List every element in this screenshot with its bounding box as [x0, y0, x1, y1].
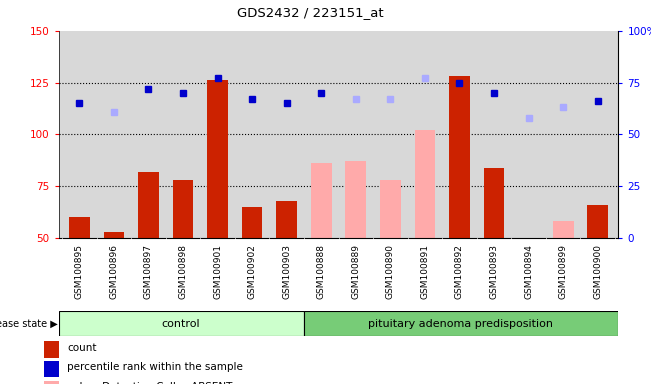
Text: GSM100889: GSM100889	[352, 244, 360, 299]
Bar	[242, 207, 262, 238]
Text: GSM100899: GSM100899	[559, 244, 568, 299]
Text: control: control	[161, 318, 201, 329]
Bar	[311, 164, 331, 238]
Bar	[69, 217, 90, 238]
Text: percentile rank within the sample: percentile rank within the sample	[67, 362, 243, 372]
Bar	[44, 381, 59, 384]
Text: GSM100897: GSM100897	[144, 244, 153, 299]
Text: GSM100893: GSM100893	[490, 244, 499, 299]
Bar	[346, 161, 366, 238]
Text: GSM100891: GSM100891	[421, 244, 430, 299]
Bar	[449, 76, 470, 238]
Bar	[380, 180, 401, 238]
Text: value, Detection Call = ABSENT: value, Detection Call = ABSENT	[67, 382, 232, 384]
Text: GSM100902: GSM100902	[247, 244, 256, 299]
Text: GSM100903: GSM100903	[282, 244, 291, 299]
Bar	[44, 361, 59, 377]
Bar	[587, 205, 608, 238]
Text: GSM100890: GSM100890	[386, 244, 395, 299]
Bar	[104, 232, 124, 238]
Bar	[59, 311, 303, 336]
Text: count: count	[67, 343, 97, 353]
Text: GSM100892: GSM100892	[455, 244, 464, 299]
Text: GSM100896: GSM100896	[109, 244, 118, 299]
Text: GDS2432 / 223151_at: GDS2432 / 223151_at	[237, 6, 384, 19]
Bar	[553, 222, 574, 238]
Bar	[173, 180, 193, 238]
Text: GSM100900: GSM100900	[593, 244, 602, 299]
Text: disease state ▶: disease state ▶	[0, 318, 57, 329]
Text: GSM100895: GSM100895	[75, 244, 84, 299]
Text: GSM100888: GSM100888	[317, 244, 326, 299]
Text: GSM100898: GSM100898	[178, 244, 187, 299]
Bar	[44, 341, 59, 358]
Bar	[303, 311, 618, 336]
Text: pituitary adenoma predisposition: pituitary adenoma predisposition	[368, 318, 553, 329]
Bar	[207, 81, 228, 238]
Bar	[138, 172, 159, 238]
Bar	[484, 167, 505, 238]
Text: GSM100894: GSM100894	[524, 244, 533, 299]
Text: GSM100901: GSM100901	[213, 244, 222, 299]
Bar	[415, 130, 436, 238]
Bar	[276, 201, 297, 238]
